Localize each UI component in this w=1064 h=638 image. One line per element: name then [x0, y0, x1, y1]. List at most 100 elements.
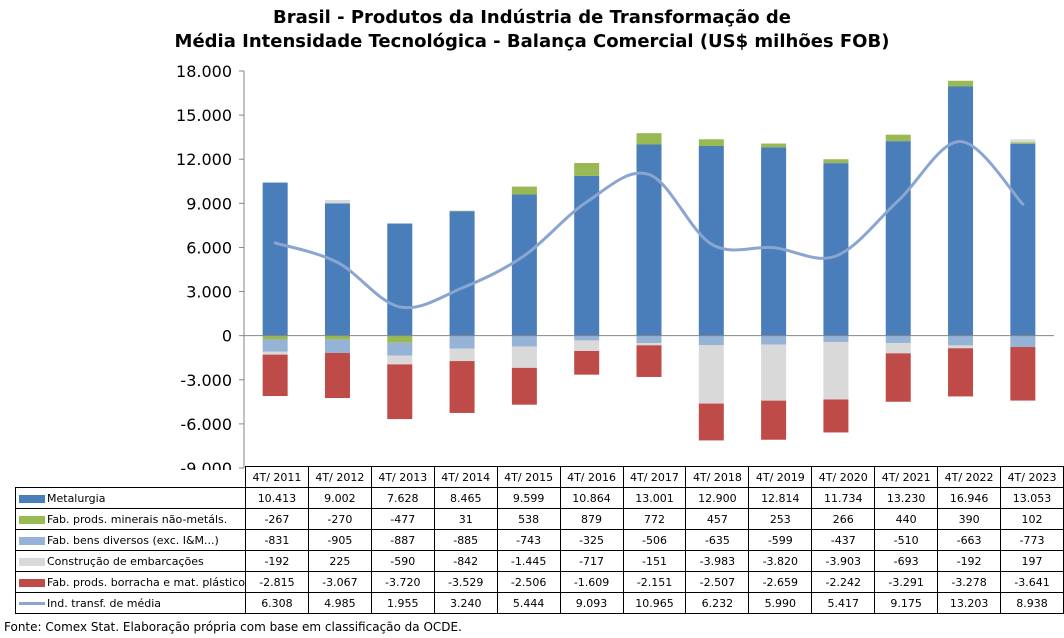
y-tick-label: 0: [222, 327, 232, 346]
bar-segment: [698, 345, 724, 404]
data-label: -506: [622, 529, 687, 551]
data-label: 5.444: [496, 592, 561, 614]
x-tick-label: 4T/ 2011: [244, 466, 309, 488]
data-label: 5.417: [811, 592, 876, 614]
bar-segment: [262, 354, 288, 397]
data-label: -887: [370, 529, 435, 551]
data-label: 7.628: [370, 487, 435, 509]
bar-segment: [449, 361, 475, 413]
data-label: 253: [748, 508, 813, 530]
bar-segment: [823, 342, 849, 400]
data-label: -477: [370, 508, 435, 530]
bar-segment: [324, 339, 350, 353]
data-label: 772: [622, 508, 687, 530]
bar-segment: [636, 133, 662, 145]
bar-segment: [698, 139, 724, 146]
table-row: Metalurgia 10.413 9.002 7.628 8.465 9.599 10.8…: [15, 487, 1064, 509]
data-label: -2.506: [496, 571, 561, 593]
bar-segment: [511, 346, 537, 368]
table-row: Ind. transf. de média 6.308 4.985 1.955 3.24…: [15, 592, 1064, 614]
bar-segment: [387, 355, 413, 365]
bar-segment: [324, 352, 350, 399]
data-label: -885: [433, 529, 498, 551]
data-label: -842: [433, 550, 498, 572]
legend-entry: Metalurgia: [15, 487, 246, 509]
y-tick-label: -6.000: [180, 415, 232, 434]
bar-segment: [449, 211, 475, 336]
legend-entry: Fab. prods. borracha e mat. plástico: [15, 571, 246, 593]
data-label: -1.609: [559, 571, 624, 593]
data-table: 4T/ 2011 4T/ 2012 4T/ 2013 4T/ 2014 4T/ 2015…: [15, 466, 1064, 614]
bar-segment: [449, 348, 475, 362]
table-row: Fab. prods. minerais não-metáls. -267 -270…: [15, 508, 1064, 530]
data-label: 879: [559, 508, 624, 530]
x-tick-label: 4T/ 2018: [685, 466, 750, 488]
bar-segment: [387, 364, 413, 420]
data-label: -599: [748, 529, 813, 551]
data-label: 390: [937, 508, 1002, 530]
bar-segment: [636, 335, 662, 344]
bar-segment: [387, 342, 413, 356]
data-label: -3.820: [748, 550, 813, 572]
chart-title: Brasil - Produtos da Indústria de Transf…: [0, 6, 1064, 54]
bar-segment: [636, 144, 662, 336]
data-label: 13.053: [1000, 487, 1064, 509]
bar-segment: [885, 343, 911, 354]
bar-segment: [449, 335, 475, 349]
x-tick-label: 4T/ 2013: [370, 466, 435, 488]
data-label: 10.965: [622, 592, 687, 614]
x-tick-label: 4T/ 2015: [496, 466, 561, 488]
bar-segment: [574, 340, 600, 351]
data-label: -3.278: [937, 571, 1002, 593]
data-label: -717: [559, 550, 624, 572]
y-tick-label: -3.000: [180, 371, 232, 390]
bar-segment: [324, 199, 350, 204]
legend-swatch: [19, 578, 45, 587]
data-label: 10.864: [559, 487, 624, 509]
data-label: -2.242: [811, 571, 876, 593]
bar-segment: [511, 367, 537, 405]
bar-segment: [948, 345, 974, 349]
bar-segment: [698, 335, 724, 346]
bar-segment: [823, 399, 849, 433]
bar-segment: [948, 348, 974, 397]
x-tick-label: 4T/ 2020: [811, 466, 876, 488]
bar-segment: [262, 335, 288, 340]
table-row: Fab. prods. borracha e mat. plástico -2.8…: [15, 571, 1064, 593]
bar-segment: [511, 186, 537, 195]
x-tick-label: 4T/ 2016: [559, 466, 624, 488]
data-label: -2.659: [748, 571, 813, 593]
data-label: 5.990: [748, 592, 813, 614]
table-header-row: 4T/ 2011 4T/ 2012 4T/ 2013 4T/ 2014 4T/ 2015…: [16, 466, 1064, 488]
data-label: 9.093: [559, 592, 624, 614]
x-tick-label: 4T/ 2019: [748, 466, 813, 488]
bar-segment: [761, 147, 787, 336]
bar-segment: [948, 80, 974, 87]
table-row: Fab. bens diversos (exc. I&M...) -831 -905…: [15, 529, 1064, 551]
bar-segment: [387, 335, 413, 343]
data-label: 3.240: [433, 592, 498, 614]
data-label: -192: [244, 550, 309, 572]
data-label: -3.983: [685, 550, 750, 572]
y-tick-label: 15.000: [176, 106, 232, 125]
legend-swatch: [19, 557, 45, 566]
bar-segment: [948, 335, 974, 346]
data-label: -905: [307, 529, 372, 551]
y-tick-label: 18.000: [176, 62, 232, 81]
data-label: 225: [307, 550, 372, 572]
bar-segment: [262, 339, 288, 352]
y-tick-label: -9.000: [180, 459, 232, 470]
data-label: -831: [244, 529, 309, 551]
data-label: -693: [874, 550, 939, 572]
bar-segment: [262, 182, 288, 336]
series-line: [273, 140, 1025, 310]
chart-title-line-1: Brasil - Produtos da Indústria de Transf…: [273, 7, 791, 28]
data-label: -2.815: [244, 571, 309, 593]
bar-segment: [574, 350, 600, 375]
data-label: -437: [811, 529, 876, 551]
source-note: Fonte: Comex Stat. Elaboração própria co…: [4, 620, 462, 634]
data-label: -270: [307, 508, 372, 530]
data-label: -2.151: [622, 571, 687, 593]
data-label: 10.413: [244, 487, 309, 509]
legend-entry: Fab. bens diversos (exc. I&M...): [15, 529, 246, 551]
